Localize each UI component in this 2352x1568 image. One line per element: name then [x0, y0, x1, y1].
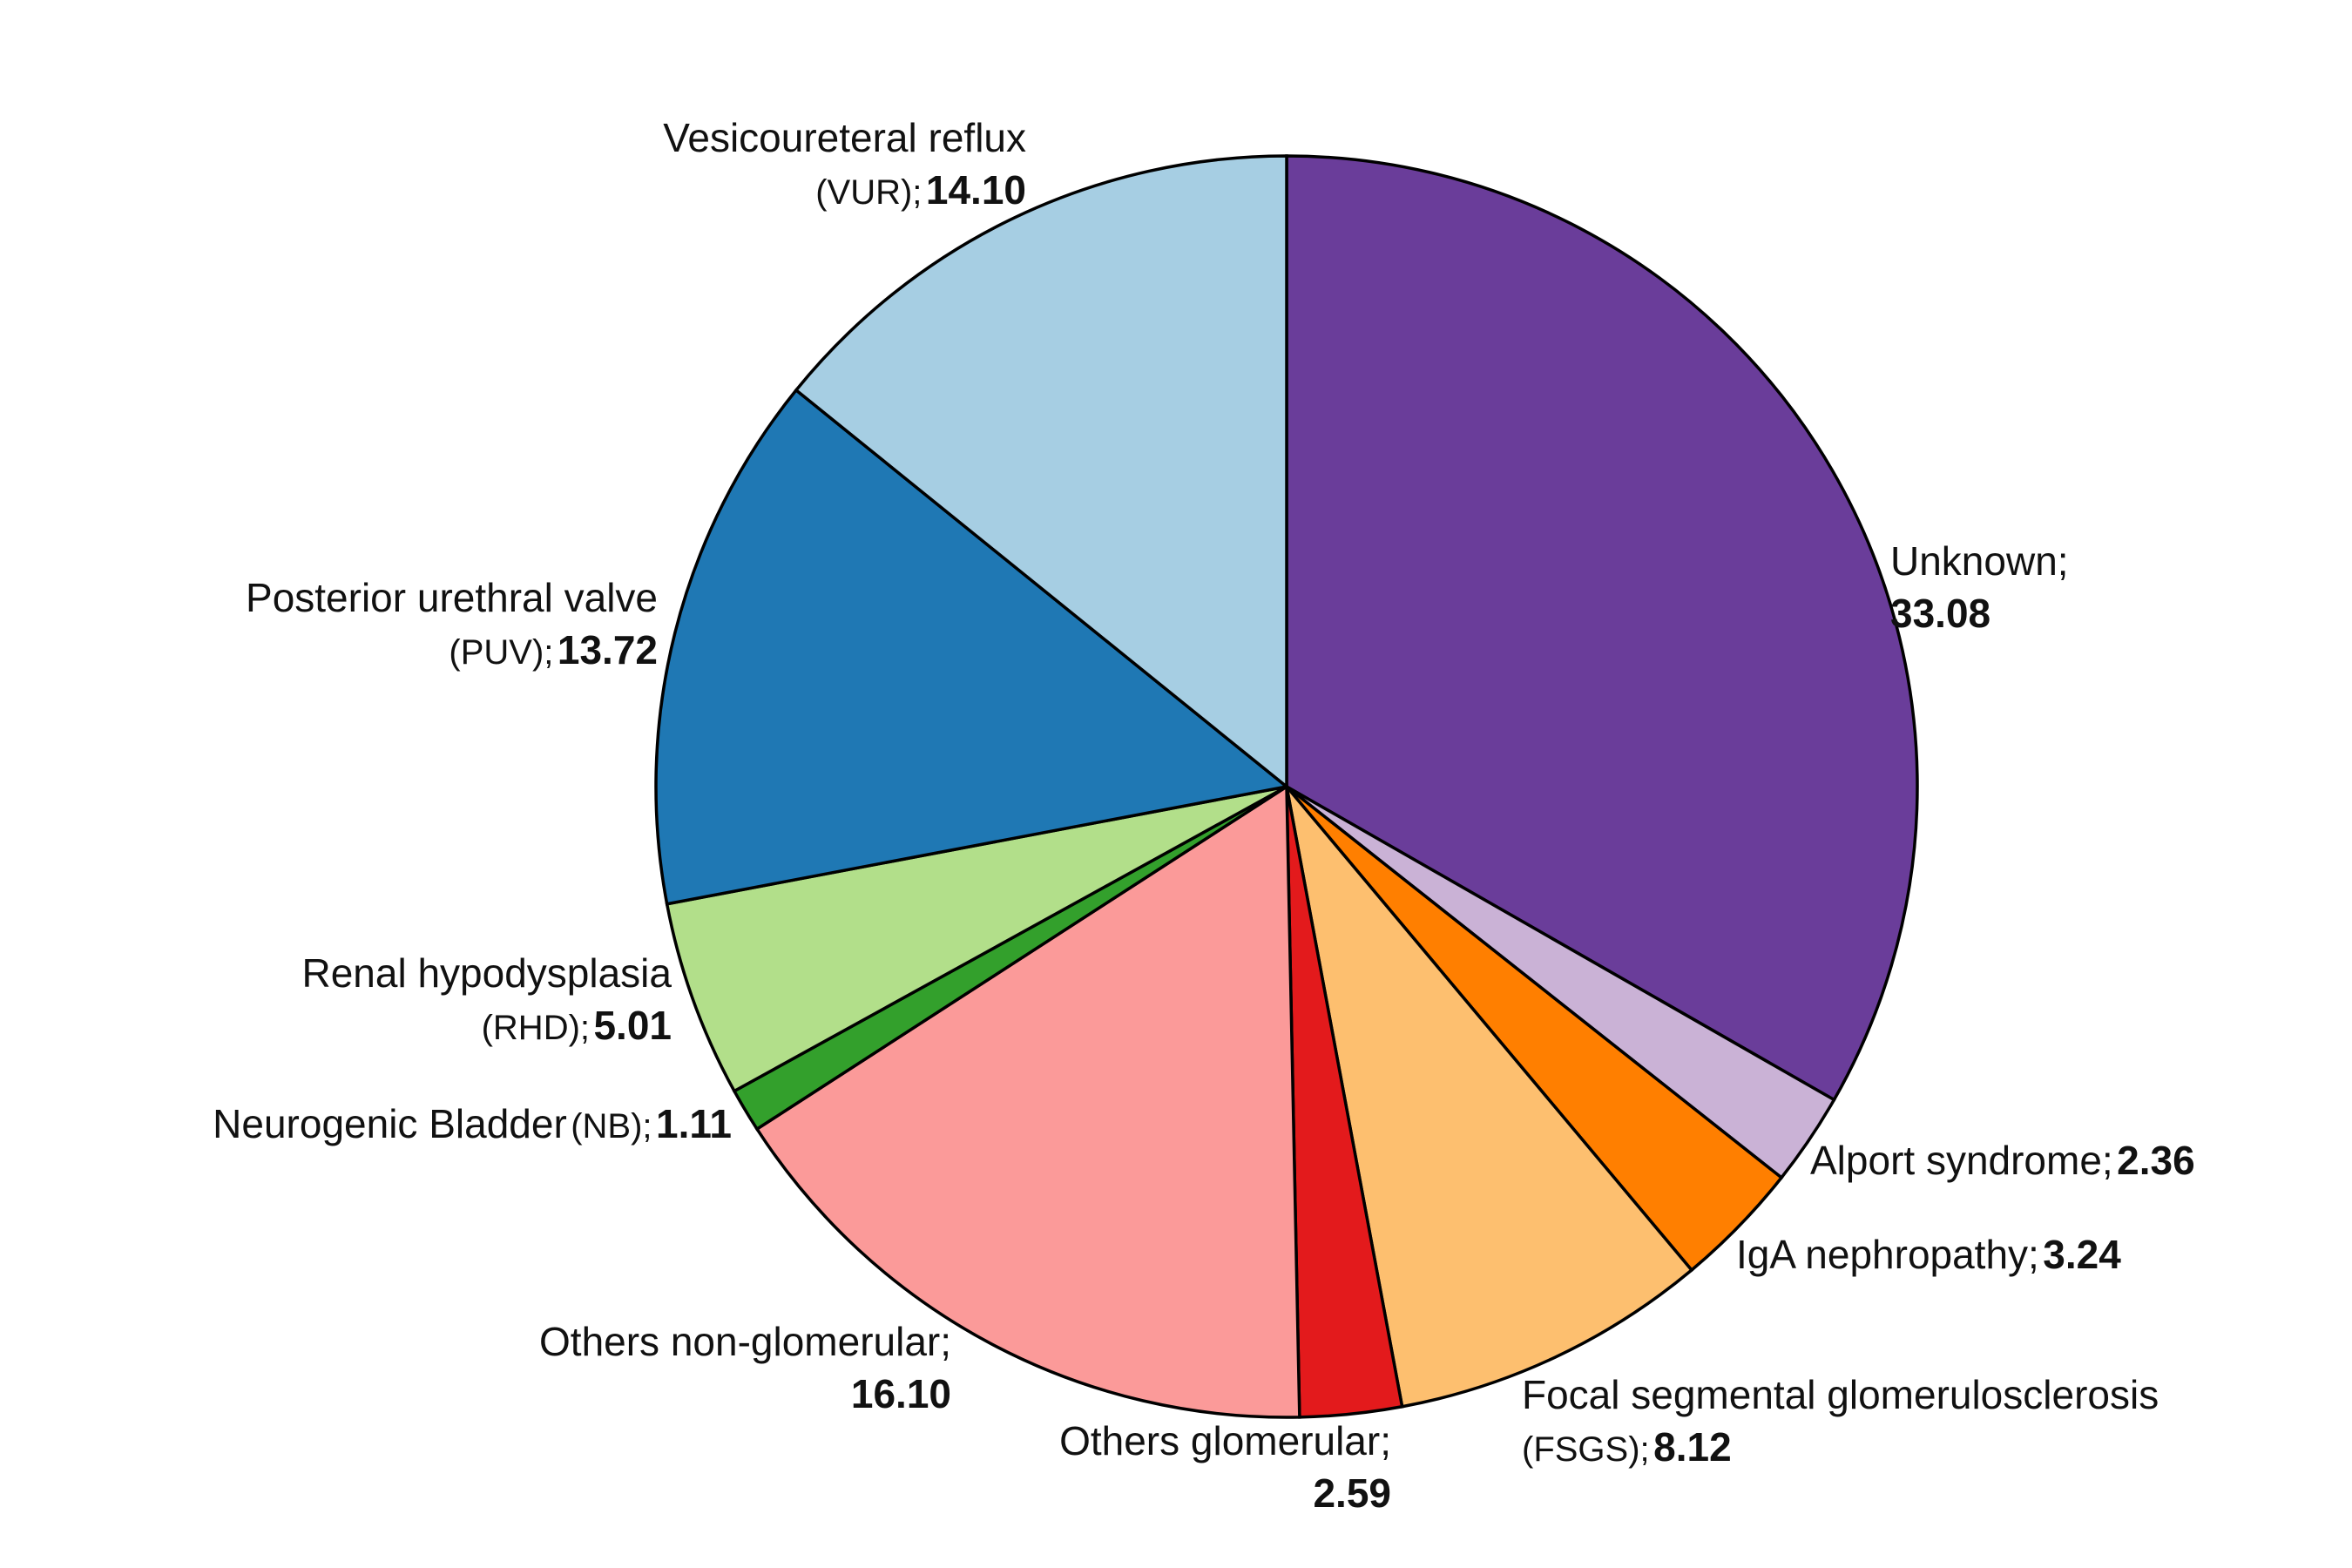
label-focal-segmental-glomerulosclerosis: Focal segmental glomerulosclerosis (FSGS)… — [1522, 1372, 2159, 1470]
slice-vesicoureteral-reflux — [794, 154, 1288, 790]
label-neurogenic-bladder: Neurogenic Bladder (NB); 1.11 — [213, 1101, 732, 1146]
slice-posterior-urethral-valve — [654, 388, 1291, 906]
label-others-glomerular: Others glomerular; 2.59 — [1059, 1418, 1391, 1516]
label-others-non-glomerular: Others non-glomerular; 16.10 — [539, 1319, 951, 1416]
label-iga-nephropathy: IgA nephropathy; 3.24 — [1736, 1232, 2121, 1277]
slice-renal-hypodysplasia — [665, 785, 1288, 1093]
label-renal-hypodysplasia: Renal hypodysplasia (RHD); 5.01 — [302, 950, 672, 1048]
label-unknown: Unknown; 33.08 — [1890, 538, 2069, 636]
slice-focal-segmental-glomerulosclerosis — [1284, 781, 1694, 1409]
label-vesicoureteral-reflux: Vesicoureteral reflux (VUR); 14.10 — [663, 115, 1026, 213]
pie-slices — [654, 154, 1919, 1419]
pie-labels: Unknown; 33.08 Alport syndrome; 2.36 IgA ne… — [213, 115, 2195, 1516]
label-posterior-urethral-valve: Posterior urethral valve (PUV); 13.72 — [246, 575, 658, 672]
slice-others-non-glomerular — [754, 783, 1301, 1419]
slice-unknown — [1285, 154, 1919, 1102]
label-alport-syndrome: Alport syndrome; 2.36 — [1810, 1138, 2195, 1183]
